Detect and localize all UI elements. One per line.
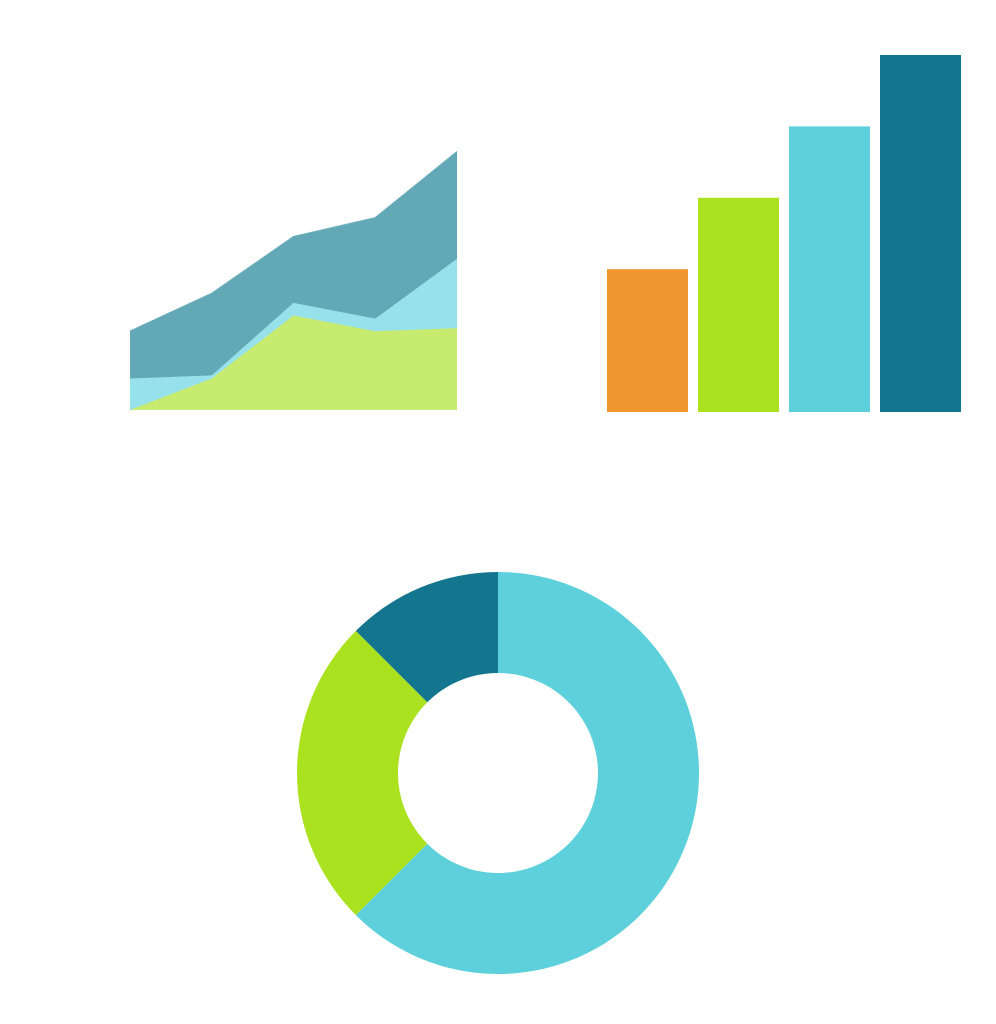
bar-1 [607, 269, 688, 412]
donut-slice-1 [355, 572, 700, 974]
donut-slice-2 [297, 630, 428, 916]
bar-3 [789, 126, 870, 413]
stacked-area-chart [129, 151, 458, 411]
donut-chart [297, 572, 700, 974]
donut-slice-3 [355, 572, 498, 703]
area-series-3-edge [129, 151, 458, 332]
bar-4 [880, 55, 961, 412]
area-series-3 [130, 151, 457, 379]
bar-2 [698, 197, 779, 412]
area-series-1 [130, 315, 457, 410]
area-series-2 [130, 258, 457, 410]
bar-chart [607, 55, 961, 413]
